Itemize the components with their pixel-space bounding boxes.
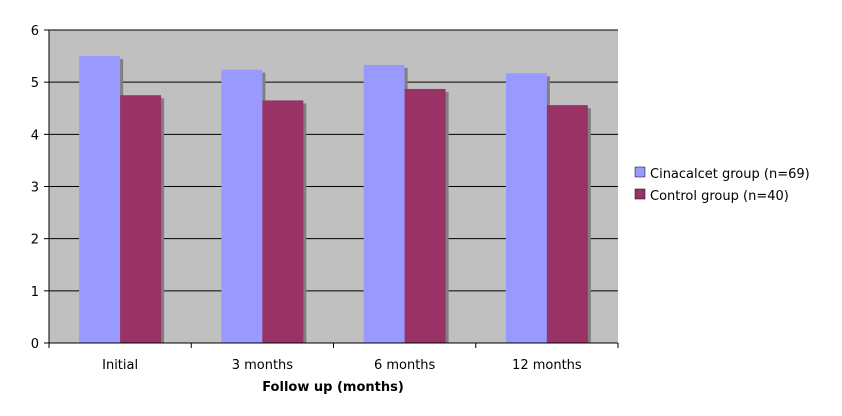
x-tick-label: 3 months bbox=[232, 358, 294, 373]
y-tick-label: 1 bbox=[31, 285, 39, 300]
y-tick-label: 4 bbox=[31, 128, 39, 143]
legend-swatch bbox=[634, 188, 646, 200]
x-tick-label: 6 months bbox=[374, 358, 436, 373]
y-tick-label: 2 bbox=[31, 233, 39, 248]
bar bbox=[404, 88, 446, 343]
bar bbox=[120, 95, 162, 343]
bar bbox=[262, 100, 304, 343]
y-tick-label: 5 bbox=[31, 76, 39, 91]
bar bbox=[546, 105, 588, 344]
bar bbox=[363, 64, 405, 344]
bar bbox=[221, 69, 263, 343]
y-tick-label: 3 bbox=[31, 181, 39, 196]
legend-label: Cinacalcet group (n=69) bbox=[650, 167, 810, 182]
x-tick-label: 12 months bbox=[512, 358, 582, 373]
x-axis-title: Follow up (months) bbox=[262, 380, 404, 395]
legend-swatch bbox=[634, 166, 646, 178]
legend: Cinacalcet group (n=69) Control group (n=… bbox=[634, 166, 810, 204]
y-tick-label: 0 bbox=[31, 337, 39, 352]
y-tick-label: 6 bbox=[31, 24, 39, 39]
bar bbox=[79, 56, 121, 343]
legend-label: Control group (n=40) bbox=[650, 189, 789, 204]
x-tick-label: Initial bbox=[102, 358, 138, 373]
bars bbox=[79, 56, 591, 344]
y-tick-labels: 0 1 2 3 4 5 6 bbox=[31, 24, 39, 352]
axes bbox=[48, 30, 618, 344]
bar bbox=[505, 73, 547, 343]
x-tick-labels: Initial 3 months 6 months 12 months bbox=[102, 358, 582, 373]
